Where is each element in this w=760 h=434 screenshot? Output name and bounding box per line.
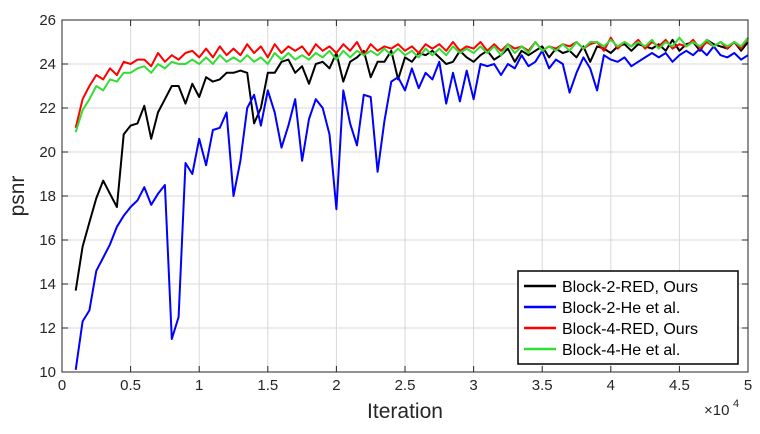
legend-items: Block-2-RED, Ours Block-2-He et al. Block-… [524,279,698,359]
series-line-block-4-he-et-al [74,36,749,133]
y-tick-label: 12 [39,320,56,337]
series-layer [74,36,749,370]
y-tick-label: 18 [39,188,56,205]
x-tick-labels: 0 0.5 1 1.5 2 2.5 3 3.5 4 4.5 5 [58,377,752,394]
x-tick-label: 2.5 [395,377,416,394]
legend-label-block-2-red-ours: Block-2-RED, Ours [562,279,698,296]
series-line-block-2-red-ours [74,38,749,291]
x-axis-title: Iteration [367,400,443,423]
x-tick-label: 0 [58,377,66,394]
series-line-block-2-he-et-al [74,45,749,370]
y-tick-label: 10 [39,364,56,381]
y-tick-label: 26 [39,12,56,29]
legend-label-block-4-he-et-al: Block-4-He et al. [562,342,680,359]
x-exponent-power: 4 [733,398,739,410]
x-tick-label: 4.5 [669,377,690,394]
y-tick-label: 14 [39,276,56,293]
y-tick-labels: 10 12 14 16 18 20 22 24 26 [39,12,56,381]
y-axis-title: psnr [6,176,29,217]
legend-label-block-4-red-ours: Block-4-RED, Ours [562,321,698,338]
x-tick-label: 4 [607,377,615,394]
x-tick-label: 1.5 [257,377,278,394]
series-line-block-4-red-ours [74,36,749,129]
legend-label-block-2-he-et-al: Block-2-He et al. [562,300,680,317]
y-tick-label: 20 [39,144,56,161]
legend: Block-2-RED, Ours Block-2-He et al. Block-… [517,270,739,365]
x-tick-label: 0.5 [120,377,141,394]
y-tick-label: 22 [39,100,56,117]
x-tick-label: 3 [469,377,477,394]
y-tick-label: 24 [39,56,56,73]
x-tick-label: 2 [332,377,340,394]
plot-frame [61,19,749,373]
x-exponent-label: ×10 [704,402,729,419]
x-tick-label: 3.5 [532,377,553,394]
x-tick-label: 1 [195,377,203,394]
x-tick-label: 5 [744,377,752,394]
y-tick-label: 16 [39,232,56,249]
